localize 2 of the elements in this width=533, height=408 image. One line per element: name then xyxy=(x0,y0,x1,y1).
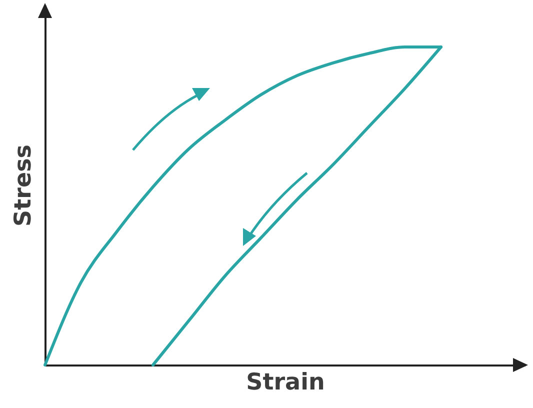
y-axis-title: Stress xyxy=(10,144,36,226)
x-axis-title: Strain xyxy=(246,370,325,396)
